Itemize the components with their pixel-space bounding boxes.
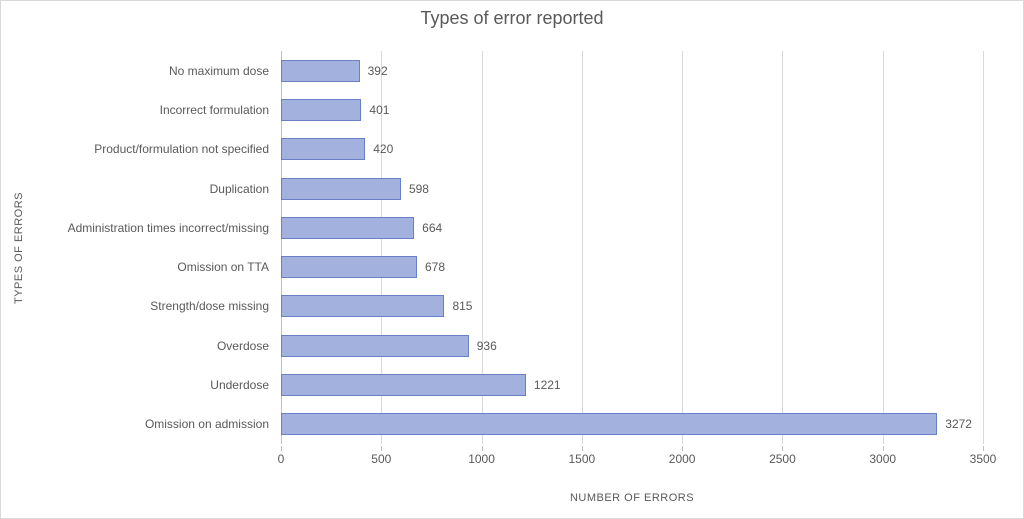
data-label: 392 [368,64,388,78]
plot-area: 0500100015002000250030003500No maximum d… [281,51,983,444]
bar-row: Product/formulation not specified420 [281,130,983,169]
bar [281,295,444,317]
x-tick [782,446,783,451]
bar-row: Strength/dose missing815 [281,287,983,326]
plot-inner: 0500100015002000250030003500No maximum d… [281,51,983,444]
y-axis-title-wrap: TYPES OF ERRORS [9,51,29,444]
x-tick-label: 3500 [970,452,997,466]
data-label: 598 [409,182,429,196]
bar-row: Duplication598 [281,169,983,208]
chart-title: Types of error reported [1,9,1023,29]
bar [281,138,365,160]
x-tick [682,446,683,451]
chart-container: Types of error reported TYPES OF ERRORS … [0,0,1024,519]
bar-row: No maximum dose392 [281,51,983,90]
bar [281,99,361,121]
category-label: Omission on admission [29,417,269,431]
x-tick [381,446,382,451]
data-label: 678 [425,260,445,274]
x-tick-label: 500 [371,452,391,466]
y-axis-title: TYPES OF ERRORS [13,191,25,303]
bar-row: Omission on admission3272 [281,405,983,444]
x-tick [482,446,483,451]
x-tick [883,446,884,451]
data-label: 420 [373,142,393,156]
bar [281,60,360,82]
category-label: Omission on TTA [29,260,269,274]
data-label: 936 [477,339,497,353]
bar-row: Underdose1221 [281,365,983,404]
x-tick-label: 1500 [568,452,595,466]
bar [281,217,414,239]
bar [281,256,417,278]
x-tick-label: 2500 [769,452,796,466]
category-label: Strength/dose missing [29,299,269,313]
x-tick-label: 0 [278,452,285,466]
category-label: Incorrect formulation [29,103,269,117]
bar-row: Overdose936 [281,326,983,365]
x-tick [582,446,583,451]
gridline [983,51,984,444]
data-label: 401 [369,103,389,117]
bar [281,374,526,396]
x-tick-label: 3000 [869,452,896,466]
data-label: 815 [452,299,472,313]
x-axis-title: NUMBER OF ERRORS [281,492,983,504]
data-label: 664 [422,221,442,235]
x-tick [983,446,984,451]
category-label: Overdose [29,339,269,353]
bar [281,178,401,200]
x-tick [281,446,282,451]
x-tick-label: 2000 [669,452,696,466]
bar [281,413,937,435]
category-label: Administration times incorrect/missing [29,221,269,235]
bar-row: Administration times incorrect/missing66… [281,208,983,247]
bar-row: Omission on TTA678 [281,248,983,287]
data-label: 1221 [534,378,561,392]
data-label: 3272 [945,417,972,431]
category-label: Underdose [29,378,269,392]
x-tick-label: 1000 [468,452,495,466]
category-label: Duplication [29,182,269,196]
category-label: Product/formulation not specified [29,142,269,156]
bar [281,335,469,357]
bar-row: Incorrect formulation401 [281,90,983,129]
category-label: No maximum dose [29,64,269,78]
